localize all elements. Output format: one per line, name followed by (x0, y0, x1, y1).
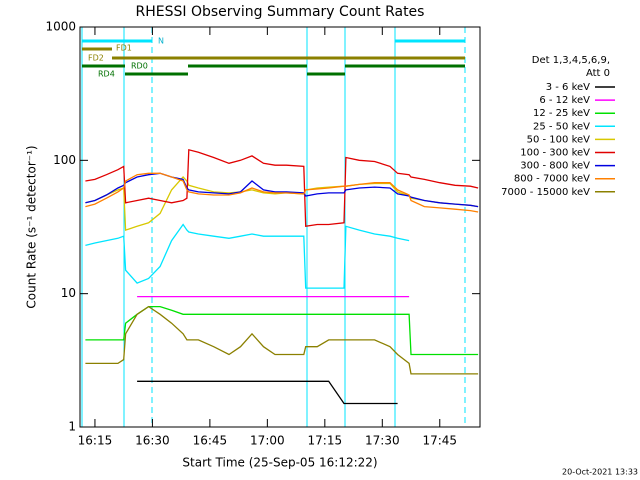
chart-title: RHESSI Observing Summary Count Rates (136, 4, 425, 20)
markers (81, 27, 466, 427)
legend-title: Det 1,3,4,5,6,9, (532, 55, 610, 66)
y-tick-label: 1 (68, 420, 76, 434)
y-tick-label: 1000 (45, 20, 76, 34)
series-line (137, 380, 398, 405)
legend-label: 7000 - 15000 keV (501, 187, 590, 198)
annotation: FD2 (88, 54, 104, 63)
annotation: FD1 (116, 44, 132, 53)
y-tick-label: 100 (53, 153, 76, 167)
series-line (85, 305, 479, 375)
status-bars (82, 39, 465, 76)
x-tick-label: 17:30 (365, 434, 400, 448)
footer: 20-Oct-2021 13:33 (562, 468, 638, 477)
x-axis-label: Start Time (25-Sep-05 16:12:22) (182, 456, 377, 470)
x-tick-label: 16:30 (135, 434, 170, 448)
annotation: N (158, 37, 164, 46)
plot-frame (79, 26, 481, 428)
series-line (85, 223, 410, 289)
series-line (85, 172, 479, 208)
x-tick-label: 17:15 (308, 434, 343, 448)
annotation: RD0 (131, 62, 148, 71)
series-line (85, 148, 479, 228)
x-tick-label: 17:00 (250, 434, 285, 448)
legend-label: 3 - 6 keV (546, 82, 590, 93)
x-tick-label: 16:15 (78, 434, 113, 448)
legend-label: 300 - 800 keV (520, 161, 590, 172)
legend-title: Att 0 (586, 68, 610, 79)
series-line (85, 172, 479, 213)
legend-label: 100 - 300 keV (520, 148, 590, 159)
annotation: RD4 (98, 70, 115, 79)
y-axis-label: Count Rate (s⁻¹ detector⁻¹) (25, 145, 39, 308)
legend-label: 50 - 100 keV (527, 134, 591, 145)
legend-label: 25 - 50 keV (533, 121, 590, 132)
x-tick-label: 16:45 (193, 434, 228, 448)
legend-label: 6 - 12 keV (539, 95, 590, 106)
legend-label: 12 - 25 keV (533, 108, 590, 119)
x-tick-label: 17:45 (422, 434, 457, 448)
y-tick-label: 10 (61, 286, 76, 300)
legend-label: 800 - 7000 keV (514, 174, 590, 185)
